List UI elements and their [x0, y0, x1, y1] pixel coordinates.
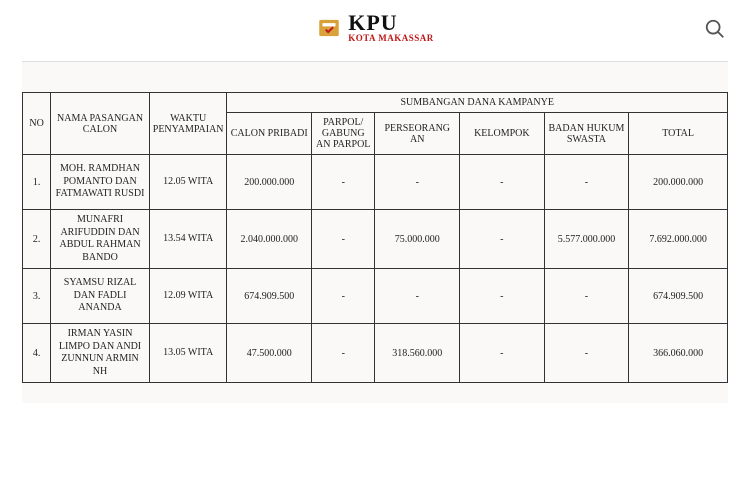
col-time: WAKTU PENYAMPAIAN: [149, 93, 227, 155]
table-row: 1. MOH. RAMDHAN POMANTO DAN FATMAWATI RU…: [23, 155, 728, 210]
org-logo-block: KPU KOTA MAKASSAR: [316, 12, 434, 43]
cell-parpol: -: [312, 269, 375, 324]
cell-name: MOH. RAMDHAN POMANTO DAN FATMAWATI RUSDI: [51, 155, 150, 210]
cell-calon-pribadi: 47.500.000: [227, 324, 312, 383]
org-subtitle: KOTA MAKASSAR: [348, 34, 434, 43]
cell-calon-pribadi: 200.000.000: [227, 155, 312, 210]
cell-time: 13.05 WITA: [149, 324, 227, 383]
cell-perseorangan: 318.560.000: [375, 324, 460, 383]
search-icon[interactable]: [704, 18, 726, 45]
kpu-logo-icon: [316, 15, 342, 41]
org-text-block: KPU KOTA MAKASSAR: [348, 12, 434, 43]
cell-parpol: -: [312, 155, 375, 210]
org-acronym: KPU: [348, 12, 434, 34]
cell-perseorangan: 75.000.000: [375, 210, 460, 269]
col-total: TOTAL: [629, 113, 728, 155]
col-badan-hukum: BADAN HUKUM SWASTA: [544, 113, 629, 155]
cell-name: SYAMSU RIZAL DAN FADLI ANANDA: [51, 269, 150, 324]
cell-time: 13.54 WITA: [149, 210, 227, 269]
cell-no: 3.: [23, 269, 51, 324]
table-header: NO NAMA PASANGAN CALON WAKTU PENYAMPAIAN…: [23, 93, 728, 155]
table-row: 2. MUNAFRI ARIFUDDIN DAN ABDUL RAHMAN BA…: [23, 210, 728, 269]
cell-badan-hukum: 5.577.000.000: [544, 210, 629, 269]
cell-total: 200.000.000: [629, 155, 728, 210]
col-parpol: PARPOL/ GABUNG AN PARPOL: [312, 113, 375, 155]
cell-perseorangan: -: [375, 155, 460, 210]
cell-badan-hukum: -: [544, 269, 629, 324]
cell-name: MUNAFRI ARIFUDDIN DAN ABDUL RAHMAN BANDO: [51, 210, 150, 269]
col-perseorangan: PERSEORANG AN: [375, 113, 460, 155]
cell-total: 7.692.000.000: [629, 210, 728, 269]
table-body: 1. MOH. RAMDHAN POMANTO DAN FATMAWATI RU…: [23, 155, 728, 383]
campaign-fund-table: NO NAMA PASANGAN CALON WAKTU PENYAMPAIAN…: [22, 92, 728, 383]
cell-no: 1.: [23, 155, 51, 210]
document-sheet: NO NAMA PASANGAN CALON WAKTU PENYAMPAIAN…: [22, 61, 728, 403]
col-group: SUMBANGAN DANA KAMPANYE: [227, 93, 728, 113]
table-row: 4. IRMAN YASIN LIMPO DAN ANDI ZUNNUN ARM…: [23, 324, 728, 383]
table-row: 3. SYAMSU RIZAL DAN FADLI ANANDA 12.09 W…: [23, 269, 728, 324]
cell-kelompok: -: [460, 269, 545, 324]
cell-no: 2.: [23, 210, 51, 269]
cell-badan-hukum: -: [544, 155, 629, 210]
cell-calon-pribadi: 674.909.500: [227, 269, 312, 324]
cell-total: 366.060.000: [629, 324, 728, 383]
cell-kelompok: -: [460, 210, 545, 269]
cell-time: 12.05 WITA: [149, 155, 227, 210]
page-header: KPU KOTA MAKASSAR: [0, 0, 750, 51]
cell-parpol: -: [312, 210, 375, 269]
col-kelompok: KELOMPOK: [460, 113, 545, 155]
cell-name: IRMAN YASIN LIMPO DAN ANDI ZUNNUN ARMIN …: [51, 324, 150, 383]
cell-time: 12.09 WITA: [149, 269, 227, 324]
cell-badan-hukum: -: [544, 324, 629, 383]
cell-perseorangan: -: [375, 269, 460, 324]
col-name: NAMA PASANGAN CALON: [51, 93, 150, 155]
col-no: NO: [23, 93, 51, 155]
cell-calon-pribadi: 2.040.000.000: [227, 210, 312, 269]
cell-total: 674.909.500: [629, 269, 728, 324]
col-calon-pribadi: CALON PRIBADI: [227, 113, 312, 155]
cell-kelompok: -: [460, 155, 545, 210]
cell-no: 4.: [23, 324, 51, 383]
cell-parpol: -: [312, 324, 375, 383]
cell-kelompok: -: [460, 324, 545, 383]
